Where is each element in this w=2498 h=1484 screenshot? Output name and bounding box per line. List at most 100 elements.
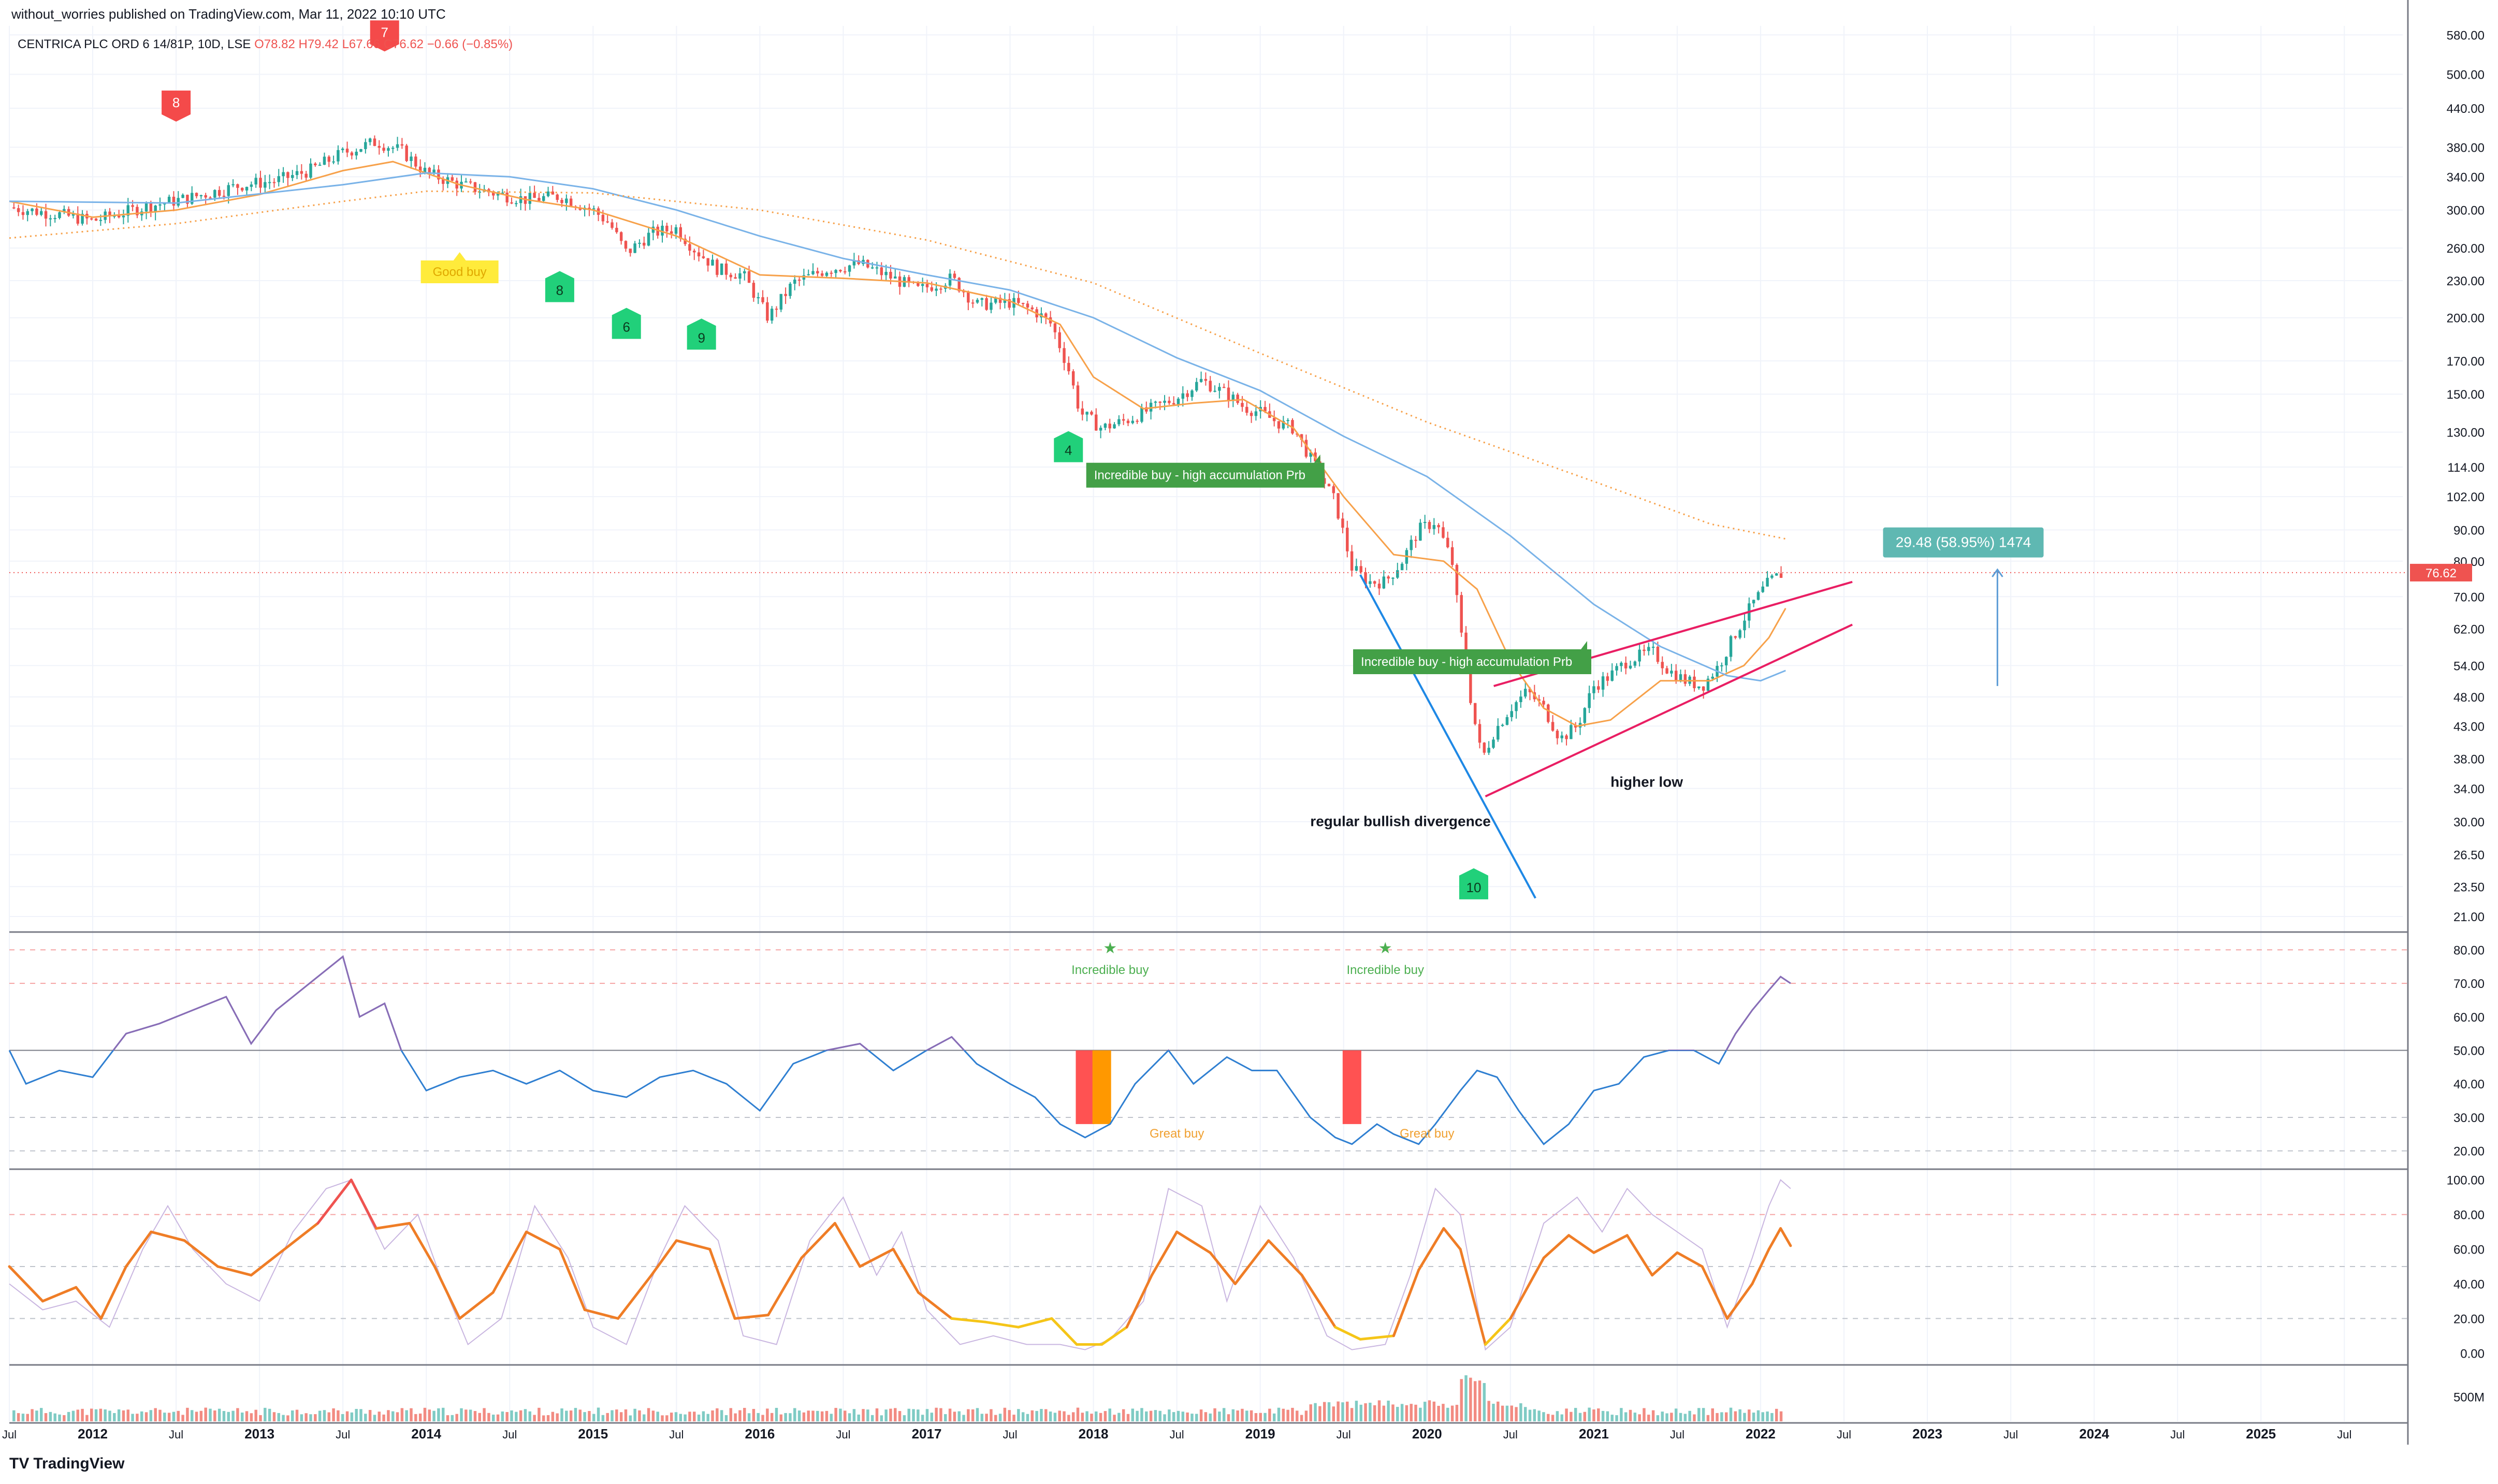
stoch-main-segment <box>1701 1265 1729 1320</box>
volume-bar <box>830 1414 833 1421</box>
time-tick-label: Jul <box>836 1428 850 1441</box>
volume-bar <box>217 1408 221 1421</box>
buy-signal-marker[interactable] <box>1459 868 1488 899</box>
sell-signal-marker[interactable] <box>162 90 191 122</box>
candle-up <box>1177 398 1180 405</box>
volume-bar <box>757 1413 760 1421</box>
volume-bar <box>1172 1412 1175 1421</box>
candle-up <box>122 215 125 217</box>
stoch-main-segment <box>1300 1274 1337 1329</box>
note-box[interactable] <box>1353 649 1592 674</box>
rsi-pane[interactable]: ★ Incredible buy ★ Incredible buy Great buy G… <box>8 940 2408 1152</box>
trendline-1[interactable] <box>1359 574 1536 899</box>
sell-signal-marker[interactable] <box>370 20 399 52</box>
volume-bar <box>1464 1375 1468 1421</box>
volume-pane[interactable] <box>12 1375 1783 1421</box>
volume-bar <box>35 1410 38 1421</box>
volume-bar <box>1601 1410 1605 1421</box>
candle-down <box>1606 676 1609 681</box>
volume-bar <box>1497 1401 1500 1421</box>
stoch-main-segment <box>733 1314 770 1320</box>
volume-bar <box>222 1411 226 1421</box>
buy-signal-marker[interactable] <box>545 271 574 302</box>
candle-up <box>1720 665 1723 666</box>
stoch-main-segment <box>583 1308 620 1320</box>
volume-bar <box>948 1408 952 1421</box>
candle-up <box>49 218 52 220</box>
price-pane[interactable]: 7 8 Good buy 8 6 9 4 Incredible buy - high accu… <box>9 20 2408 899</box>
stochastic-pane[interactable] <box>8 1179 2408 1351</box>
volume-bar <box>172 1412 176 1421</box>
candle-up <box>1099 428 1102 431</box>
candle-down <box>1460 595 1463 633</box>
candle-down <box>186 195 189 204</box>
candle-up <box>807 274 810 275</box>
candle-up <box>1738 630 1741 638</box>
volume-bar <box>1003 1407 1007 1421</box>
candle-down <box>1450 547 1454 565</box>
time-tick-label: 2016 <box>745 1426 775 1442</box>
stoch-main-segment <box>1100 1326 1128 1346</box>
candle-down <box>1377 584 1381 589</box>
buy-signal-marker[interactable] <box>612 308 641 339</box>
buy-signal-marker[interactable] <box>687 318 716 350</box>
candle-down <box>601 214 605 222</box>
candle-down <box>117 215 121 217</box>
volume-bar <box>1620 1408 1623 1421</box>
volume-bar <box>1460 1379 1463 1421</box>
stoch-main-segment <box>1751 1248 1770 1285</box>
candle-down <box>724 263 728 275</box>
note-box[interactable] <box>1086 462 1325 488</box>
candle-up <box>231 184 235 185</box>
volume-bar <box>213 1410 216 1421</box>
stoch-main-segment <box>1175 1230 1212 1254</box>
volume-bar <box>1405 1405 1408 1421</box>
symbol-legend[interactable]: CENTRICA PLC ORD 6 14/81P, 10D, LSE O78.… <box>18 37 513 52</box>
stoch-main-segment <box>1625 1234 1654 1277</box>
candle-down <box>314 163 317 166</box>
measure-box[interactable] <box>1883 527 2044 558</box>
volume-bar <box>350 1412 354 1421</box>
candle-up <box>1651 647 1655 648</box>
volume-bar <box>1661 1412 1664 1421</box>
candle-down <box>492 192 495 196</box>
candle-up <box>720 263 723 275</box>
candle-up <box>432 169 435 173</box>
price-tick-label: 260.00 <box>2447 242 2485 256</box>
signal-count-label: 9 <box>698 330 705 345</box>
candle-down <box>706 258 709 266</box>
candle-down <box>761 297 764 302</box>
volume-bar <box>58 1414 61 1421</box>
candle-down <box>1277 421 1281 429</box>
volume-bar <box>492 1415 495 1421</box>
volume-bar <box>629 1415 632 1421</box>
candle-down <box>400 144 404 146</box>
time-tick-label: Jul <box>1837 1428 1851 1441</box>
candle-down <box>957 278 961 292</box>
stoch-main-segment <box>800 1221 836 1259</box>
candle-up <box>738 273 742 279</box>
volume-bar <box>1756 1410 1760 1421</box>
candle-down <box>1455 564 1459 595</box>
candle-down <box>889 272 892 279</box>
volume-bar <box>1286 1409 1289 1421</box>
good-buy-marker[interactable] <box>420 252 499 284</box>
volume-bar <box>1332 1406 1335 1421</box>
time-tick-label: 2019 <box>1245 1426 1275 1442</box>
candle-up <box>1113 424 1116 429</box>
volume-bar <box>903 1415 906 1421</box>
symbol-name[interactable]: CENTRICA PLC ORD 6 14/81P, 10D, LSE <box>18 37 251 51</box>
candle-up <box>848 265 851 272</box>
volume-bar <box>1734 1411 1737 1421</box>
candle-down <box>1551 722 1555 731</box>
volume-bar <box>1231 1409 1235 1421</box>
volume-bar <box>1724 1412 1728 1421</box>
stoch-tick-label: 100.00 <box>2447 1174 2485 1188</box>
volume-bar <box>71 1410 75 1421</box>
buy-signal-marker[interactable] <box>1054 431 1083 462</box>
candle-down <box>1236 395 1239 403</box>
trendline-3[interactable] <box>1485 623 1853 797</box>
candle-up <box>1218 387 1221 391</box>
volume-bar <box>1748 1409 1751 1421</box>
